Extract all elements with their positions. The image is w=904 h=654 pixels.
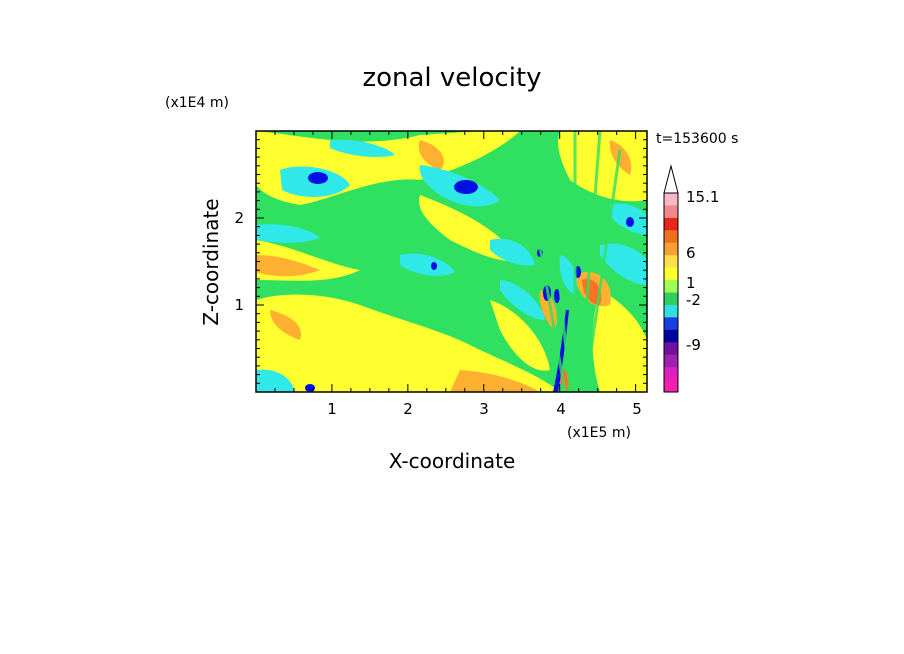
y-ticks <box>256 139 647 384</box>
colorbar-swatch <box>664 304 678 318</box>
colorbar-label: -9 <box>686 336 701 354</box>
colorbar-swatch <box>664 367 678 381</box>
colorbar-swatch <box>664 255 678 269</box>
colorbar-swatch <box>664 193 678 206</box>
time-label: t=153600 s <box>656 131 738 147</box>
colorbar-label: 1 <box>686 274 696 292</box>
x-tick-label: 1 <box>327 400 337 418</box>
y-unit-label: (x1E4 m) <box>165 95 229 111</box>
colorbar-label: -2 <box>686 291 701 309</box>
streaks <box>518 131 622 392</box>
colorbar-swatch <box>664 292 678 306</box>
colorbar-swatch <box>664 217 678 231</box>
x-unit-label: (x1E5 m) <box>567 425 631 441</box>
x-tick-label: 5 <box>632 400 642 418</box>
x-tick-label: 4 <box>556 400 566 418</box>
x-tick-label: 3 <box>479 400 489 418</box>
colorbar-swatch <box>664 317 678 331</box>
x-axis-label: X-coordinate <box>389 449 516 473</box>
contour-field <box>256 131 647 392</box>
colorbar-swatch <box>664 230 678 244</box>
y-tick-label: 1 <box>234 296 244 314</box>
colorbar-label: 6 <box>686 244 696 262</box>
x-tick-label: 2 <box>403 400 413 418</box>
colorbar <box>663 192 679 393</box>
colorbar-swatch <box>664 354 678 368</box>
y-tick-label: 2 <box>234 209 244 227</box>
colorbar-label: 15.1 <box>686 188 719 206</box>
colorbar-swatch <box>664 280 678 293</box>
colorbar-swatch <box>664 329 678 343</box>
colorbar-swatch <box>664 205 678 219</box>
colorbar-swatch <box>664 267 678 281</box>
colorbar-swatch <box>664 342 678 356</box>
y-axis-label: Z-coordinate <box>199 198 223 325</box>
colorbar-overflow-arrow <box>663 164 679 194</box>
chart-title: zonal velocity <box>362 63 541 93</box>
colorbar-swatch <box>664 379 678 393</box>
x-ticks <box>274 131 637 392</box>
colorbar-swatch <box>664 242 678 256</box>
